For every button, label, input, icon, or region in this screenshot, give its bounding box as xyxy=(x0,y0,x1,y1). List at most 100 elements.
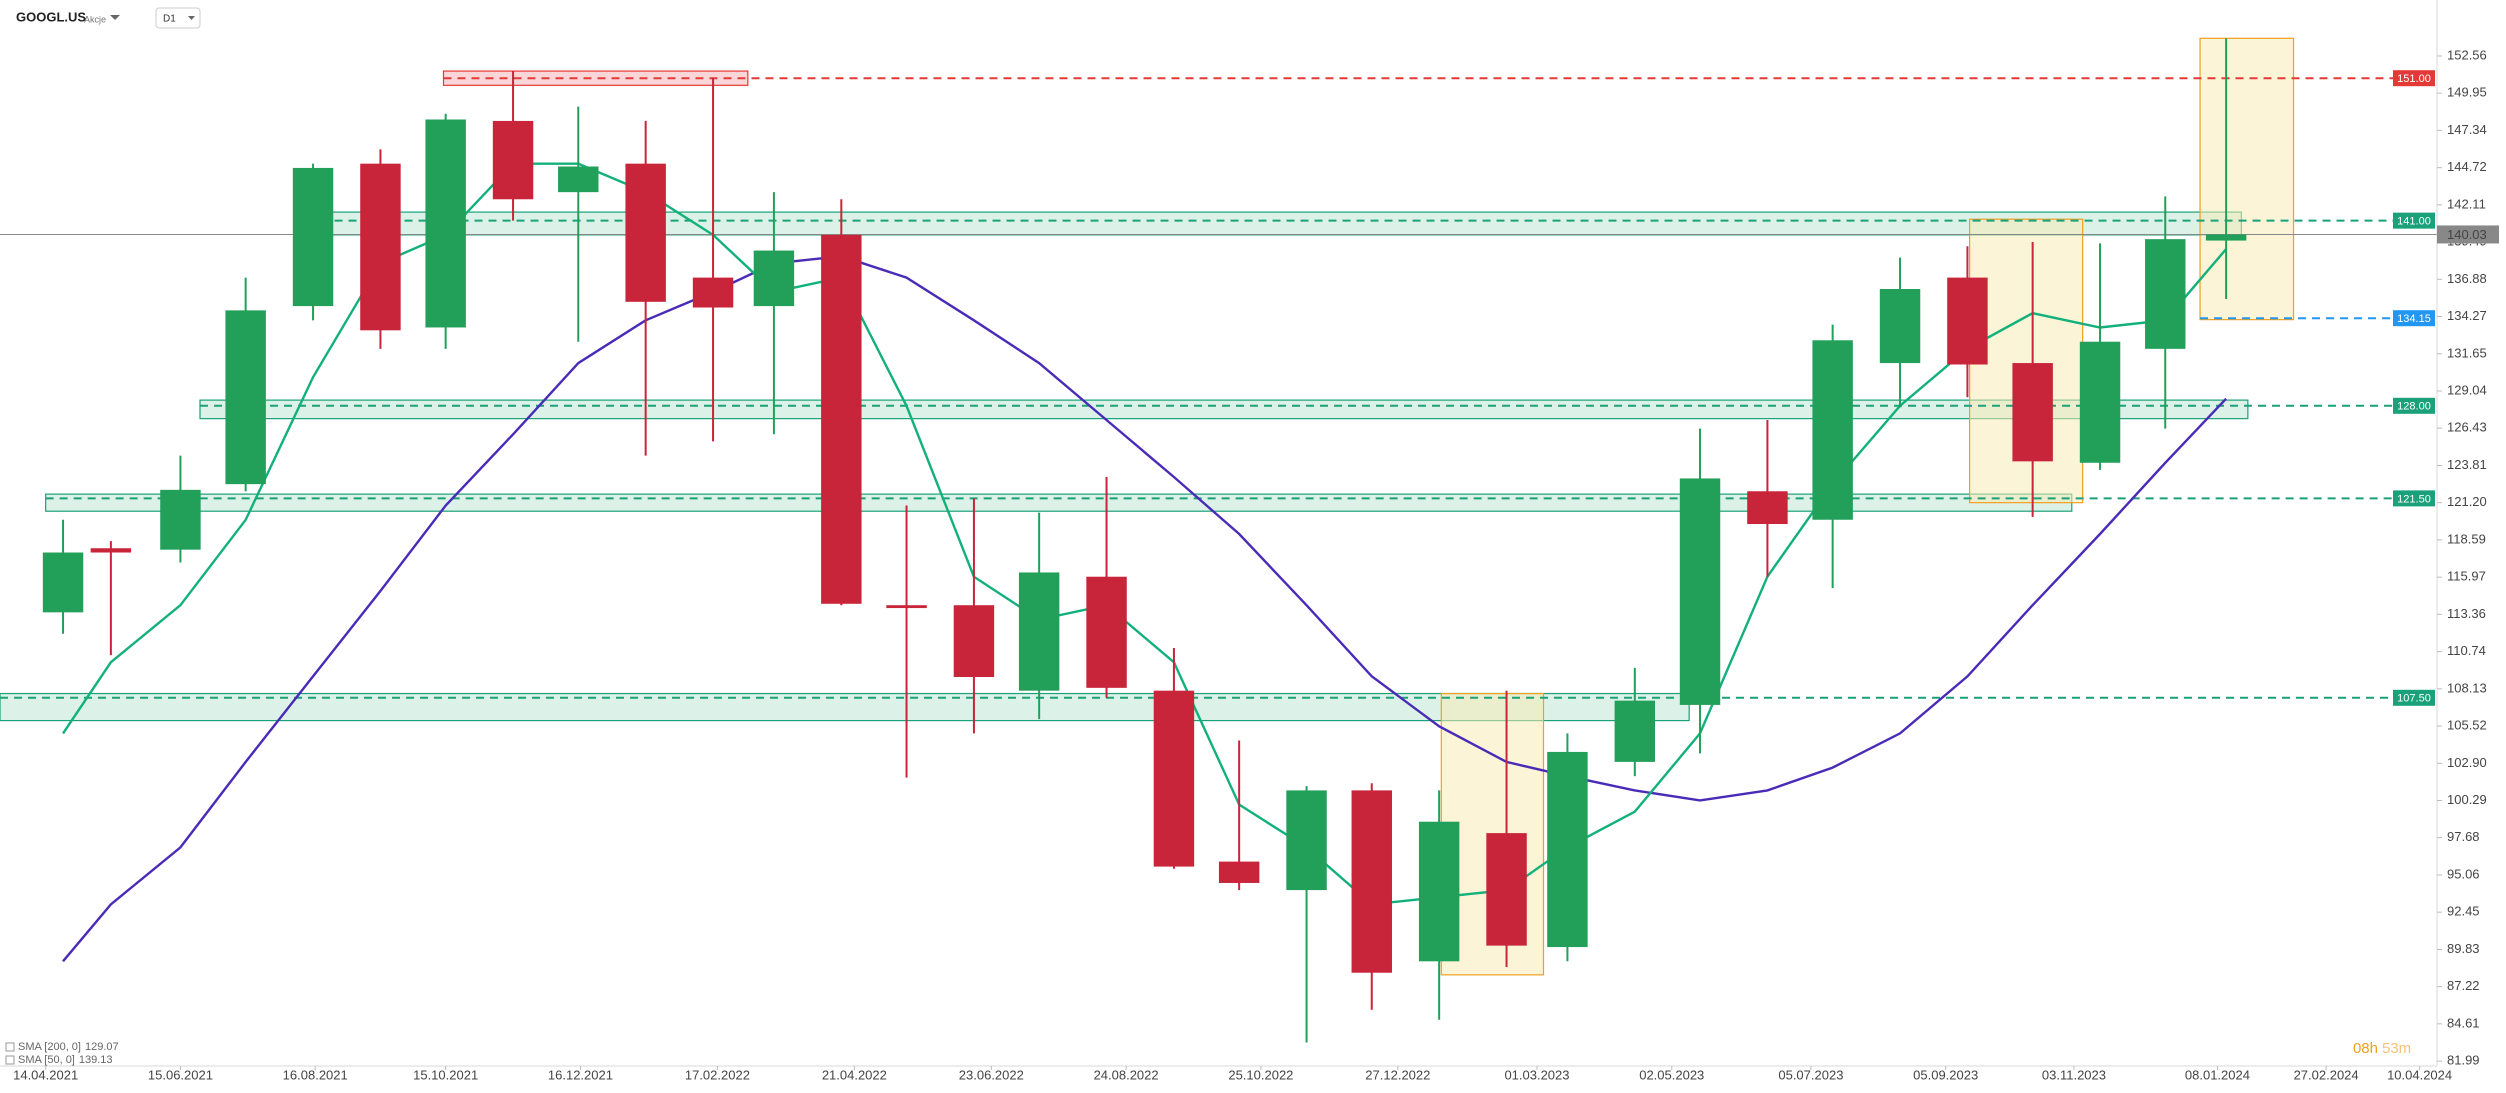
x-tick-label: 15.06.2021 xyxy=(148,1067,213,1082)
last-price-box xyxy=(2437,225,2499,244)
candle-body xyxy=(821,234,862,604)
y-tick-label: 147.34 xyxy=(2447,122,2487,137)
level-label-box xyxy=(2393,490,2435,507)
legend-icon xyxy=(5,1055,15,1065)
dropdown-arrow xyxy=(188,16,195,20)
y-tick-label: 81.99 xyxy=(2447,1053,2480,1068)
x-tick-label: 14.04.2021 xyxy=(13,1067,78,1082)
candle-body xyxy=(625,163,666,302)
plot-area: 151.00 141.00 134.15 128.00 121.50 107.50 xyxy=(0,37,2437,1043)
level-label: 107.50 xyxy=(2397,693,2431,705)
y-tick-label: 121.20 xyxy=(2447,494,2487,509)
legend-value: 129.07 xyxy=(85,1041,119,1053)
x-tick-label: 01.03.2023 xyxy=(1504,1067,1569,1082)
candle-body xyxy=(1153,690,1195,867)
level-label-box xyxy=(2393,212,2435,229)
y-tick-label: 134.27 xyxy=(2447,308,2487,323)
y-tick-label: 108.13 xyxy=(2447,680,2487,695)
candle-body xyxy=(1486,833,1527,946)
x-tick-label: 17.02.2022 xyxy=(685,1067,750,1082)
y-tick-label: 84.61 xyxy=(2447,1015,2480,1030)
y-tick-label: 123.81 xyxy=(2447,457,2487,472)
y-tick-label: 131.65 xyxy=(2447,345,2487,360)
y-tick-label: 87.22 xyxy=(2447,978,2480,993)
y-tick-label: 105.52 xyxy=(2447,717,2487,732)
candle-body xyxy=(753,250,795,307)
candle-body xyxy=(360,163,401,331)
level-label: 128.00 xyxy=(2397,401,2431,413)
x-tick-label: 24.08.2022 xyxy=(1094,1067,1159,1082)
level-label: 151.00 xyxy=(2397,73,2431,85)
level-label: 121.50 xyxy=(2397,493,2431,505)
legend-name: SMA [200, 0] xyxy=(18,1041,81,1053)
x-tick-label: 16.08.2021 xyxy=(283,1067,348,1082)
y-tick-label: 100.29 xyxy=(2447,792,2487,807)
interval: D1 xyxy=(163,14,176,25)
candle-body xyxy=(886,605,927,609)
x-tick-label: 03.11.2023 xyxy=(2042,1067,2106,1082)
level-label-box xyxy=(2393,689,2435,706)
candle-body xyxy=(2079,341,2121,463)
timer-hours: 08h xyxy=(2353,1040,2378,1057)
candle-body xyxy=(1018,572,1060,691)
y-tick-label: 102.90 xyxy=(2447,755,2487,770)
timer-minutes: 53m xyxy=(2382,1040,2411,1057)
candle-body xyxy=(225,310,266,485)
candle-body xyxy=(42,552,84,613)
candle-body xyxy=(953,605,995,678)
y-tick-label: 152.56 xyxy=(2447,47,2487,62)
candle-body xyxy=(1947,277,1988,365)
candle-body xyxy=(1679,478,1721,705)
candle-body xyxy=(1218,861,1260,883)
y-tick-label: 136.88 xyxy=(2447,271,2487,286)
y-tick-label: 115.97 xyxy=(2447,569,2486,584)
candle-body xyxy=(1418,821,1460,962)
candle-body xyxy=(160,489,201,550)
x-tick-label: 05.09.2023 xyxy=(1913,1067,1978,1082)
candle-body xyxy=(1747,491,1788,525)
sma-line xyxy=(62,162,2228,906)
level-label-box xyxy=(2393,70,2435,87)
x-tick-label: 27.12.2022 xyxy=(1365,1067,1430,1082)
legend-name: SMA [50, 0] xyxy=(18,1054,75,1066)
level-label-box xyxy=(2393,397,2435,414)
x-tick-label: 02.05.2023 xyxy=(1639,1067,1704,1082)
legend-icon xyxy=(5,1042,15,1052)
level-label: 134.15 xyxy=(2397,313,2431,325)
sma-line xyxy=(62,254,2227,963)
candle-body xyxy=(1286,790,1327,891)
interval-select[interactable] xyxy=(155,7,201,29)
level-label-box xyxy=(2393,310,2435,327)
y-tick-label: 142.11 xyxy=(2447,196,2486,211)
candle-body xyxy=(2205,234,2247,241)
y-tick-label: 97.68 xyxy=(2447,829,2480,844)
candle-body xyxy=(292,167,334,307)
y-tick-label: 118.59 xyxy=(2447,531,2486,546)
legend-value: 139.13 xyxy=(79,1054,113,1066)
candle-body xyxy=(1812,340,1853,520)
zone xyxy=(305,211,2242,236)
x-tick-label: 05.07.2023 xyxy=(1778,1067,1843,1082)
candle-body xyxy=(1086,576,1127,688)
x-tick-label: 27.02.2024 xyxy=(2294,1067,2359,1082)
y-tick-label: 149.95 xyxy=(2447,85,2487,100)
x-tick-label: 25.10.2022 xyxy=(1228,1067,1293,1082)
candle-body xyxy=(1351,790,1392,973)
y-tick-label: 95.06 xyxy=(2447,866,2480,881)
candle-body xyxy=(1547,751,1588,948)
candle-body xyxy=(425,119,466,328)
level-label: 141.00 xyxy=(2397,216,2431,228)
y-tick-label: 92.45 xyxy=(2447,904,2480,919)
dropdown-arrow[interactable] xyxy=(110,15,120,20)
y-tick-label: 126.43 xyxy=(2447,420,2487,435)
candle-body xyxy=(1879,289,1921,364)
zone xyxy=(199,399,2249,420)
symbol: GOOGL.US xyxy=(16,9,86,24)
candle-body xyxy=(558,166,599,193)
x-tick-label: 08.01.2024 xyxy=(2185,1067,2250,1082)
x-tick-label: 23.06.2022 xyxy=(959,1067,1024,1082)
y-tick-label: 144.72 xyxy=(2447,159,2487,174)
x-tick-label: 16.12.2021 xyxy=(548,1067,613,1082)
